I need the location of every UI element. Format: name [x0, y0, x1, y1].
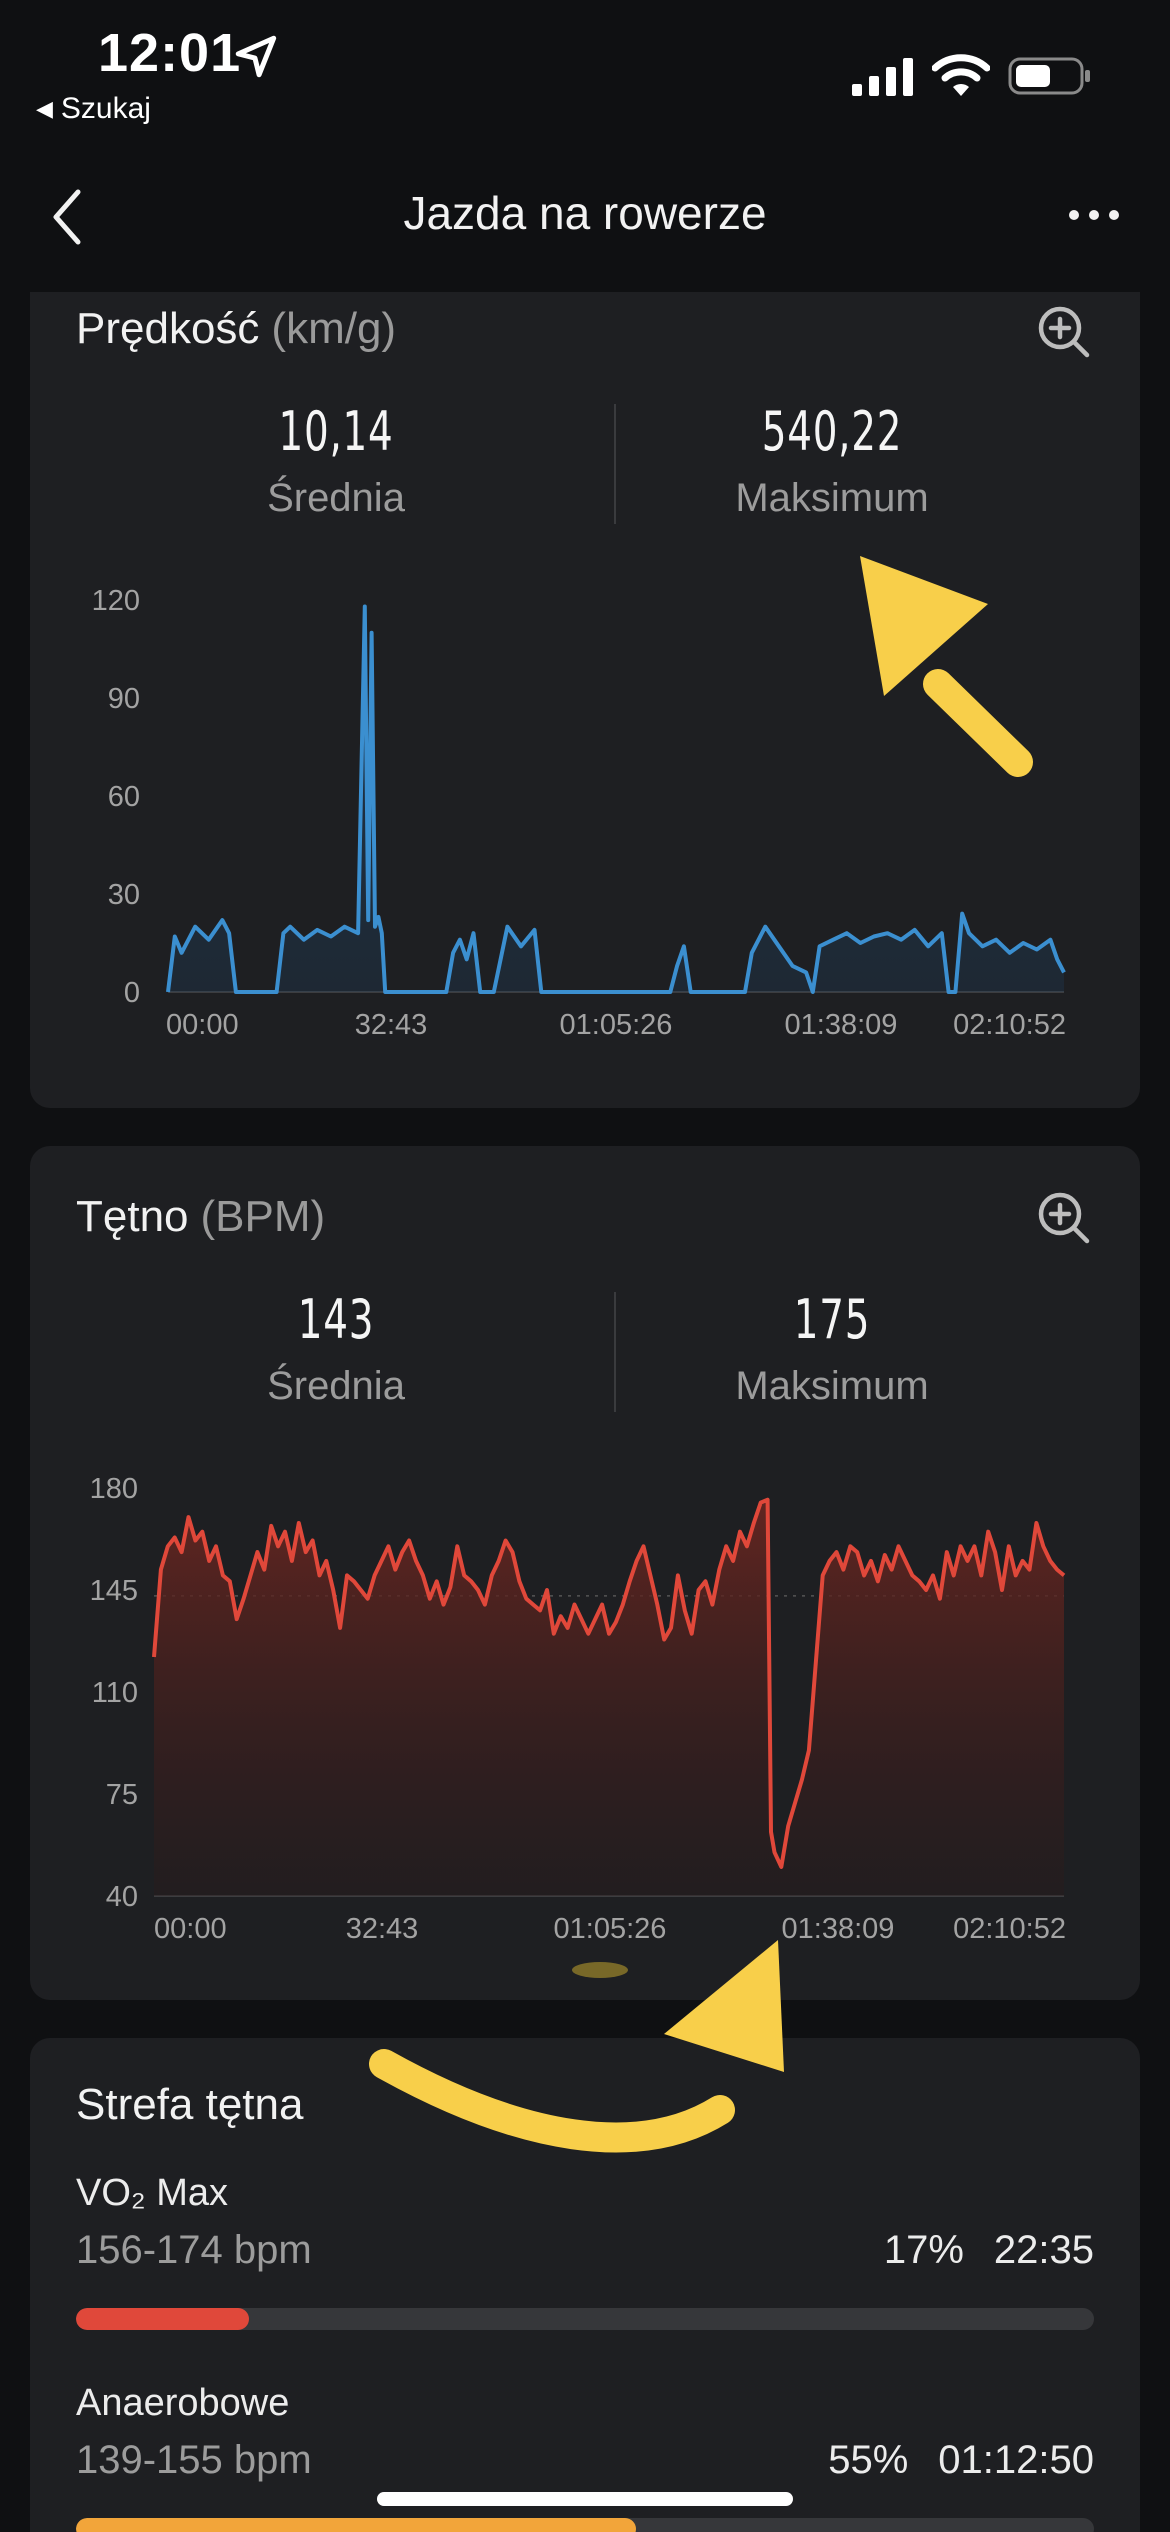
speed-average-label: Średnia — [267, 476, 405, 520]
back-app-label: Szukaj — [60, 92, 151, 125]
zone-progress-fill — [76, 2518, 636, 2532]
zone-name: Anaerobowe — [76, 2382, 290, 2424]
series-area — [168, 606, 1064, 992]
x-tick-label: 32:43 — [355, 1009, 428, 1041]
zone-progress-fill — [76, 2308, 250, 2330]
heart-rate-chart: 40 75 110 145 180 00:00 32:43 01:05:26 01:38:09 0… — [90, 1473, 1066, 1945]
y-tick-label: 40 — [106, 1881, 138, 1913]
heart-average-value: 143 — [297, 1288, 375, 1351]
status-time: 12:01 — [98, 23, 242, 83]
page-title: Jazda na rowerze — [403, 187, 767, 239]
more-dots-icon[interactable] — [1068, 200, 1120, 230]
heart-rate-card: Tętno (BPM) 143 Średnia 175 Maksimum 40 75… — [30, 1146, 1140, 2000]
location-arrow-icon — [235, 35, 277, 78]
y-tick-label: 90 — [108, 683, 140, 715]
speed-title-text: Prędkość — [76, 304, 260, 353]
x-tick-label: 01:05:26 — [560, 1009, 673, 1041]
wifi-icon — [932, 54, 990, 96]
zone-progress-bar — [76, 2308, 1094, 2330]
x-tick-label: 01:38:09 — [785, 1009, 898, 1041]
zoom-in-icon[interactable] — [1036, 1190, 1092, 1246]
x-tick-label: 00:00 — [154, 1913, 227, 1945]
heart-max-value: 175 — [793, 1288, 871, 1351]
stat-divider — [614, 404, 616, 524]
speed-unit: (km/g) — [271, 304, 397, 353]
y-tick-label: 30 — [108, 879, 140, 911]
zone-percent: 17% — [883, 2228, 964, 2272]
x-tick-label: 00:00 — [166, 1009, 239, 1041]
series-area — [154, 1499, 1064, 1896]
x-tick-label: 32:43 — [346, 1913, 419, 1945]
status-bar: 12:01 ◀ Szukaj — [0, 0, 1170, 140]
speed-title: Prędkość (km/g) — [76, 304, 396, 354]
stat-divider — [614, 1292, 616, 1412]
zone-duration: 22:35 — [993, 2228, 1094, 2272]
back-to-app-link[interactable]: ◀ Szukaj — [36, 92, 151, 126]
zone-stats: 55% 01:12:50 — [798, 2438, 1094, 2483]
zone-range: 156-174 bpm — [76, 2228, 312, 2272]
y-tick-label: 145 — [90, 1575, 138, 1607]
speed-max-value: 540,22 — [761, 400, 903, 463]
heart-max-label: Maksimum — [735, 1364, 929, 1408]
x-tick-label: 01:38:09 — [782, 1913, 895, 1945]
x-tick-label: 02:10:52 — [953, 1009, 1066, 1041]
speed-average-value: 10,14 — [278, 400, 394, 463]
y-tick-label: 180 — [90, 1473, 138, 1505]
y-tick-label: 60 — [108, 781, 140, 813]
x-tick-label: 01:05:26 — [554, 1913, 667, 1945]
heart-title-text: Tętno — [76, 1192, 189, 1241]
zone-name: VO₂ Max — [76, 2172, 228, 2214]
zone-progress-bar — [76, 2518, 1094, 2532]
heart-zone-title: Strefa tętna — [76, 2080, 304, 2129]
battery-icon — [1008, 57, 1090, 95]
zone-duration: 01:12:50 — [938, 2438, 1094, 2482]
y-tick-label: 110 — [92, 1677, 138, 1709]
heart-average-label: Średnia — [267, 1364, 405, 1408]
y-tick-label: 75 — [106, 1779, 138, 1811]
speed-max-label: Maksimum — [735, 476, 929, 520]
speed-card: Prędkość (km/g) 10,14 Średnia 540,22 Maks… — [30, 292, 1140, 1108]
zone-percent: 55% — [828, 2438, 909, 2482]
series-line — [152, 1497, 1066, 1869]
x-tick-label: 02:10:52 — [953, 1913, 1066, 1945]
y-tick-label: 120 — [92, 585, 140, 617]
zoom-in-icon[interactable] — [1036, 304, 1092, 360]
speed-chart: 0 30 60 90 120 00:00 32:43 01:05:26 01:38:09 02:1… — [92, 585, 1066, 1041]
series-line — [166, 604, 1066, 994]
back-triangle-icon: ◀ — [36, 96, 53, 121]
signal-icon — [852, 58, 913, 96]
y-tick-label: 0 — [124, 977, 140, 1009]
back-chevron-icon[interactable] — [44, 180, 90, 254]
heart-title: Tętno (BPM) — [76, 1192, 325, 1242]
heart-unit: (BPM) — [200, 1192, 326, 1241]
zone-range: 139-155 bpm — [76, 2438, 312, 2482]
home-indicator[interactable] — [377, 2492, 793, 2506]
zone-stats: 17% 22:35 — [854, 2228, 1094, 2273]
